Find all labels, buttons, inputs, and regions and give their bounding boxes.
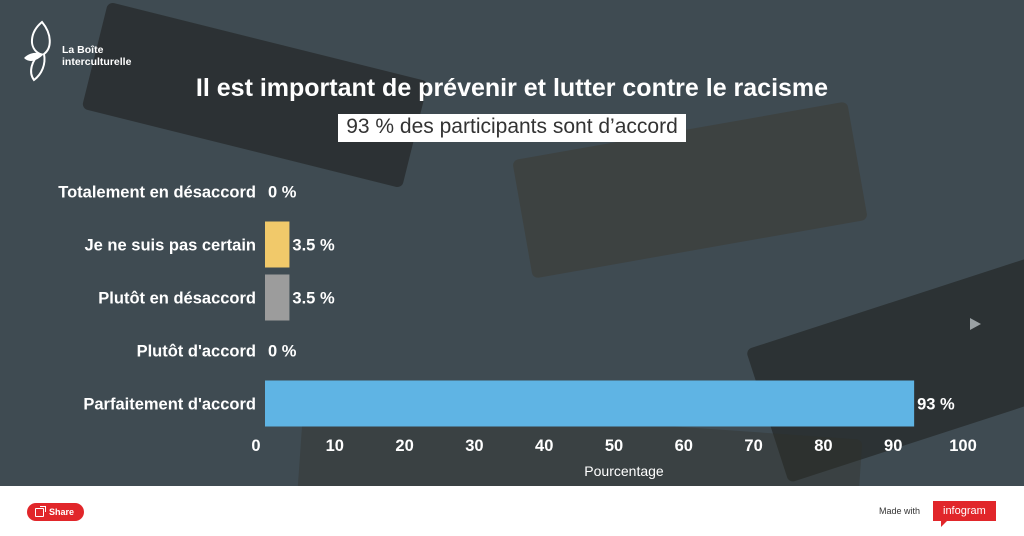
x-tick-label: 70 xyxy=(744,437,762,455)
x-tick-label: 0 xyxy=(251,437,260,455)
play-icon[interactable] xyxy=(970,318,981,330)
value-label: 0 % xyxy=(268,343,297,361)
logo-line-1: La Boîte xyxy=(62,44,104,56)
x-tick-label: 90 xyxy=(884,437,902,455)
value-label: 0 % xyxy=(268,184,297,202)
x-tick-label: 20 xyxy=(395,437,413,455)
category-label: Parfaitement d'accord xyxy=(83,396,256,414)
bar[interactable] xyxy=(265,274,290,321)
category-label: Totalement en désaccord xyxy=(58,184,256,202)
value-labels: 0 % 3.5 % 3.5 % 0 % 93 % xyxy=(268,184,955,414)
category-label: Je ne suis pas certain xyxy=(84,237,256,255)
x-tick-label: 40 xyxy=(535,437,553,455)
footer: Share Made with infogram xyxy=(0,486,1024,536)
logo: La Boîte interculturelle xyxy=(22,18,142,88)
share-icon xyxy=(35,505,46,517)
bar[interactable] xyxy=(265,221,290,268)
category-labels: Totalement en désaccord Je ne suis pas ce… xyxy=(58,184,256,414)
x-tick-label: 30 xyxy=(465,437,483,455)
value-label: 3.5 % xyxy=(292,290,335,308)
logo-line-2: interculturelle xyxy=(62,56,132,68)
bars xyxy=(265,221,915,427)
value-label: 3.5 % xyxy=(292,237,335,255)
share-label: Share xyxy=(49,507,75,517)
chart-subtitle: 93 % des participants sont d’accord xyxy=(338,114,686,142)
bar-chart: Totalement en désaccord Je ne suis pas ce… xyxy=(58,184,977,480)
category-label: Plutôt en désaccord xyxy=(98,290,256,308)
bar[interactable] xyxy=(265,380,915,427)
x-axis-ticks: 0 10 20 30 40 50 60 70 80 90 100 xyxy=(251,437,976,455)
category-label: Plutôt d'accord xyxy=(137,343,256,361)
share-button[interactable]: Share xyxy=(27,503,85,521)
butterfly-logo-icon xyxy=(24,20,51,82)
logo-text: La Boîte interculturelle xyxy=(62,44,131,68)
x-tick-label: 50 xyxy=(605,437,623,455)
chart-title: Il est important de prévenir et lutter c… xyxy=(195,74,829,102)
x-tick-label: 100 xyxy=(949,437,977,455)
x-tick-label: 10 xyxy=(326,437,344,455)
x-axis-title: Pourcentage xyxy=(584,463,664,479)
x-tick-label: 60 xyxy=(675,437,693,455)
infogram-brand-link[interactable]: infogram xyxy=(933,501,996,527)
chart-stage: La Boîte interculturelle Il est importan… xyxy=(0,0,1024,486)
value-label: 93 % xyxy=(917,396,955,414)
made-with-text: Made with xyxy=(879,506,921,516)
x-tick-label: 80 xyxy=(814,437,832,455)
